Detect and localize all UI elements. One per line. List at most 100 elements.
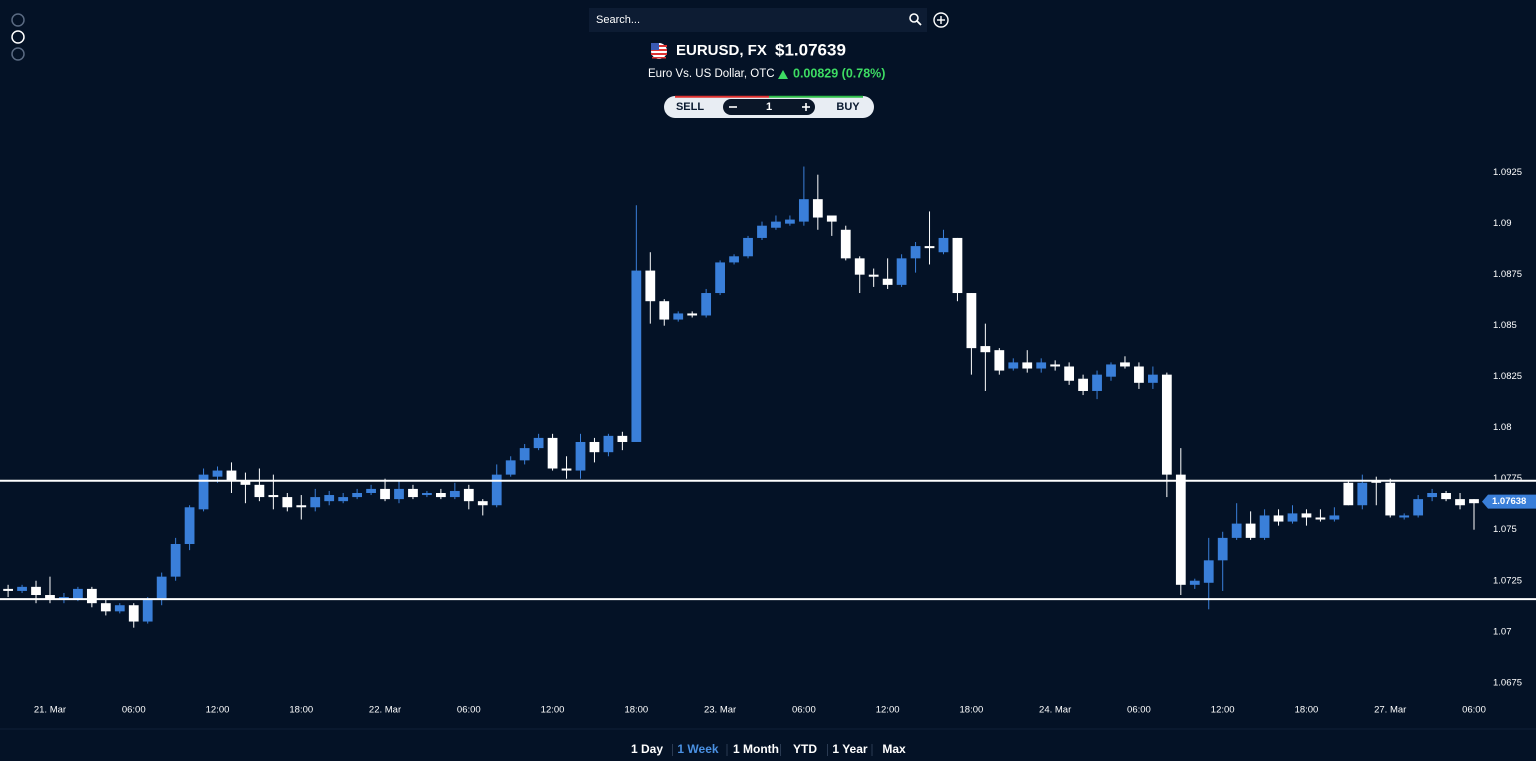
candle-body (226, 470, 237, 481)
candle-body (142, 599, 153, 622)
candle-body (1064, 366, 1075, 381)
candle-body (1357, 482, 1368, 506)
candle-body (603, 435, 614, 453)
candle-body (114, 605, 125, 612)
y-tick-label: 1.0825 (1493, 371, 1522, 382)
candle-body (268, 495, 279, 498)
x-tick-label: 18:00 (624, 705, 648, 716)
candle-body (1203, 560, 1214, 583)
x-tick-label: 06:00 (122, 705, 146, 716)
candle-body (924, 246, 935, 249)
candle-body (631, 270, 642, 442)
candle-body (1273, 515, 1284, 522)
x-tick-label: 24. Mar (1039, 705, 1071, 716)
price: $1.07639 (775, 40, 846, 59)
add-button[interactable] (933, 12, 949, 28)
candle-body (854, 258, 865, 275)
y-tick-label: 1.075 (1493, 524, 1517, 535)
x-tick-label: 06:00 (457, 705, 481, 716)
candle-body (1120, 362, 1130, 367)
candle-body (505, 460, 516, 475)
candle-body (1106, 364, 1116, 377)
tool-icon[interactable] (11, 30, 25, 44)
candle-body (31, 586, 41, 596)
candle-body (1371, 480, 1382, 483)
range-button[interactable]: Max (882, 742, 906, 756)
tool-icon[interactable] (11, 47, 25, 61)
candle-body (757, 225, 767, 238)
range-button[interactable]: 1 Week (677, 742, 718, 756)
range-button[interactable]: YTD (793, 742, 817, 756)
candle-body (1050, 364, 1061, 367)
search-box[interactable] (589, 8, 927, 32)
candle-body (212, 470, 223, 477)
candle-body (86, 588, 97, 604)
search-icon[interactable] (909, 13, 922, 26)
x-tick-label: 21. Mar (34, 705, 66, 716)
x-tick-label: 12:00 (541, 705, 565, 716)
candle-body (254, 484, 265, 498)
candle-body (1175, 474, 1186, 585)
x-tick-label: 12:00 (1211, 705, 1235, 716)
candle-body (519, 448, 530, 461)
candle-body (1078, 378, 1088, 391)
candle-body (715, 262, 725, 294)
candle-body (1189, 580, 1200, 585)
candle-body (1413, 499, 1424, 516)
candle-body (896, 258, 907, 285)
candle-body (659, 301, 670, 320)
range-button[interactable]: 1 Month (733, 742, 779, 756)
candle-body (1315, 517, 1326, 520)
plus-button[interactable] (802, 103, 810, 111)
price-tag (1482, 494, 1536, 509)
y-tick-label: 1.07 (1493, 626, 1512, 637)
candle-body (394, 488, 404, 500)
quantity[interactable]: 1 (766, 101, 772, 113)
candle-body (533, 437, 544, 449)
candle-body (156, 576, 167, 600)
candle-body (687, 313, 698, 316)
x-tick-label: 22. Mar (369, 705, 401, 716)
candle-body (798, 199, 809, 222)
candle-body (100, 603, 111, 612)
candle-body (701, 293, 712, 316)
candle-body (673, 313, 684, 320)
candles (3, 166, 1479, 628)
candle-body (980, 346, 991, 353)
tool-icon[interactable] (11, 13, 25, 27)
x-tick-label: 12:00 (206, 705, 230, 716)
range-button[interactable]: 1 Year (832, 742, 867, 756)
candle-body (589, 441, 600, 453)
candle-body (338, 497, 349, 502)
candle-body (1022, 362, 1033, 369)
y-tick-label: 1.0675 (1493, 677, 1522, 688)
candle-body (1217, 537, 1228, 561)
up-arrow (778, 70, 788, 79)
candle-body (1469, 499, 1479, 504)
x-tick-label: 18:00 (289, 705, 313, 716)
candle-body (1092, 374, 1102, 391)
candle-body (1259, 515, 1270, 538)
candle-body (296, 505, 307, 508)
candle-body (771, 221, 781, 228)
candle-body (17, 586, 27, 591)
y-tick-label: 1.0875 (1493, 269, 1522, 280)
buy-button[interactable]: BUY (836, 101, 860, 113)
candle-body (1399, 515, 1410, 518)
candle-body (1008, 362, 1019, 369)
range-button[interactable]: 1 Day (631, 742, 663, 756)
candle-body (1134, 366, 1144, 383)
x-tick-label: 06:00 (1127, 705, 1151, 716)
x-tick-label: 18:00 (1295, 705, 1319, 716)
candle-body (352, 492, 363, 498)
candle-body (1427, 492, 1437, 498)
left-toolbar (11, 13, 25, 61)
candle-body (1329, 515, 1340, 520)
candle-body (938, 237, 949, 253)
candle-body (1148, 374, 1158, 383)
candle-body (184, 507, 195, 545)
candle-body (840, 229, 851, 259)
y-tick-label: 1.0725 (1493, 575, 1522, 586)
sell-button[interactable]: SELL (676, 101, 704, 113)
